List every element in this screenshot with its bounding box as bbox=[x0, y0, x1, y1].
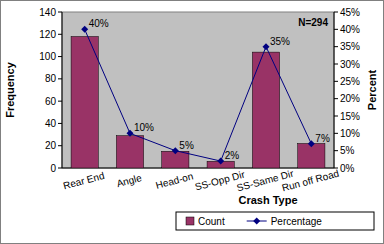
y-axis-line bbox=[62, 12, 63, 168]
y-tick bbox=[58, 145, 62, 146]
y-tick-label: 120 bbox=[39, 29, 56, 40]
data-label: 2% bbox=[225, 150, 240, 161]
y2-tick-label: 15% bbox=[340, 111, 360, 122]
y2-tick-label: 35% bbox=[340, 41, 360, 52]
y2-tick-label: 25% bbox=[340, 76, 360, 87]
chart-border bbox=[1, 1, 384, 244]
y2-tick-label: 20% bbox=[340, 93, 360, 104]
legend-label: Count bbox=[198, 216, 225, 227]
y2-tick-label: 10% bbox=[340, 128, 360, 139]
legend-box bbox=[176, 212, 374, 230]
y-axis-title: Frequency bbox=[4, 61, 16, 118]
legend-swatch bbox=[186, 217, 194, 225]
y-tick-label: 0 bbox=[50, 163, 56, 174]
y-tick bbox=[58, 34, 62, 35]
y2-tick-label: 0% bbox=[340, 163, 355, 174]
y-tick-label: 100 bbox=[39, 51, 56, 62]
x-axis-line bbox=[62, 168, 334, 169]
y-tick bbox=[58, 168, 62, 169]
x-tick-label: Angle bbox=[115, 172, 143, 189]
y2-tick bbox=[334, 81, 338, 82]
legend: Count Percentage bbox=[176, 212, 374, 230]
y-tick-label: 140 bbox=[39, 7, 56, 18]
marker bbox=[263, 43, 270, 50]
y-tick-label: 80 bbox=[45, 73, 57, 84]
y-tick bbox=[58, 101, 62, 102]
y-tick bbox=[58, 123, 62, 124]
y2-tick-label: 40% bbox=[340, 24, 360, 35]
bar bbox=[71, 37, 98, 168]
data-label: 35% bbox=[270, 36, 290, 47]
annotation: N=294 bbox=[298, 17, 328, 28]
y2-axis-title: Percent bbox=[366, 69, 378, 110]
y-tick-label: 20 bbox=[45, 140, 57, 151]
y2-tick bbox=[334, 12, 338, 13]
marker bbox=[308, 140, 315, 147]
marks bbox=[71, 26, 325, 168]
marker bbox=[172, 147, 179, 154]
marker bbox=[81, 26, 88, 33]
marker bbox=[217, 158, 224, 165]
data-label: 5% bbox=[179, 140, 194, 151]
y2-tick bbox=[334, 29, 338, 30]
y2-tick bbox=[334, 116, 338, 117]
x-tick-label: Head-on bbox=[154, 170, 194, 191]
legend-marker bbox=[253, 218, 260, 225]
legend-label: Percentage bbox=[271, 216, 323, 227]
y2-tick-label: 5% bbox=[340, 145, 355, 156]
y-tick-label: 40 bbox=[45, 118, 57, 129]
marker bbox=[127, 130, 134, 137]
bar bbox=[116, 136, 143, 168]
y2-tick bbox=[334, 64, 338, 65]
y2-tick bbox=[334, 98, 338, 99]
data-label: 40% bbox=[89, 18, 109, 29]
y-tick-label: 60 bbox=[45, 96, 57, 107]
y2-tick-label: 45% bbox=[340, 7, 360, 18]
y-tick bbox=[58, 78, 62, 79]
y2-tick-label: 30% bbox=[340, 59, 360, 70]
chart: 0 20 40 60 80 100 120 140 0% 5% 10% 15% 20% 25% 30% 35%… bbox=[0, 0, 384, 244]
data-label: 7% bbox=[315, 133, 330, 144]
y-tick bbox=[58, 12, 62, 13]
y2-axis-line bbox=[334, 12, 335, 168]
x-axis-title: Crash Type bbox=[238, 194, 297, 206]
x-tick-label: Run off Road bbox=[281, 168, 341, 194]
line bbox=[85, 29, 312, 161]
y2-tick bbox=[334, 46, 338, 47]
data-labels: 40% 10% 5% 2% 35% 7% bbox=[89, 18, 330, 161]
y2-tick bbox=[334, 133, 338, 134]
plot-area bbox=[62, 12, 334, 168]
y-tick bbox=[58, 56, 62, 57]
data-label: 10% bbox=[134, 122, 154, 133]
y2-tick bbox=[334, 150, 338, 151]
x-tick-label: Rear End bbox=[62, 170, 106, 192]
